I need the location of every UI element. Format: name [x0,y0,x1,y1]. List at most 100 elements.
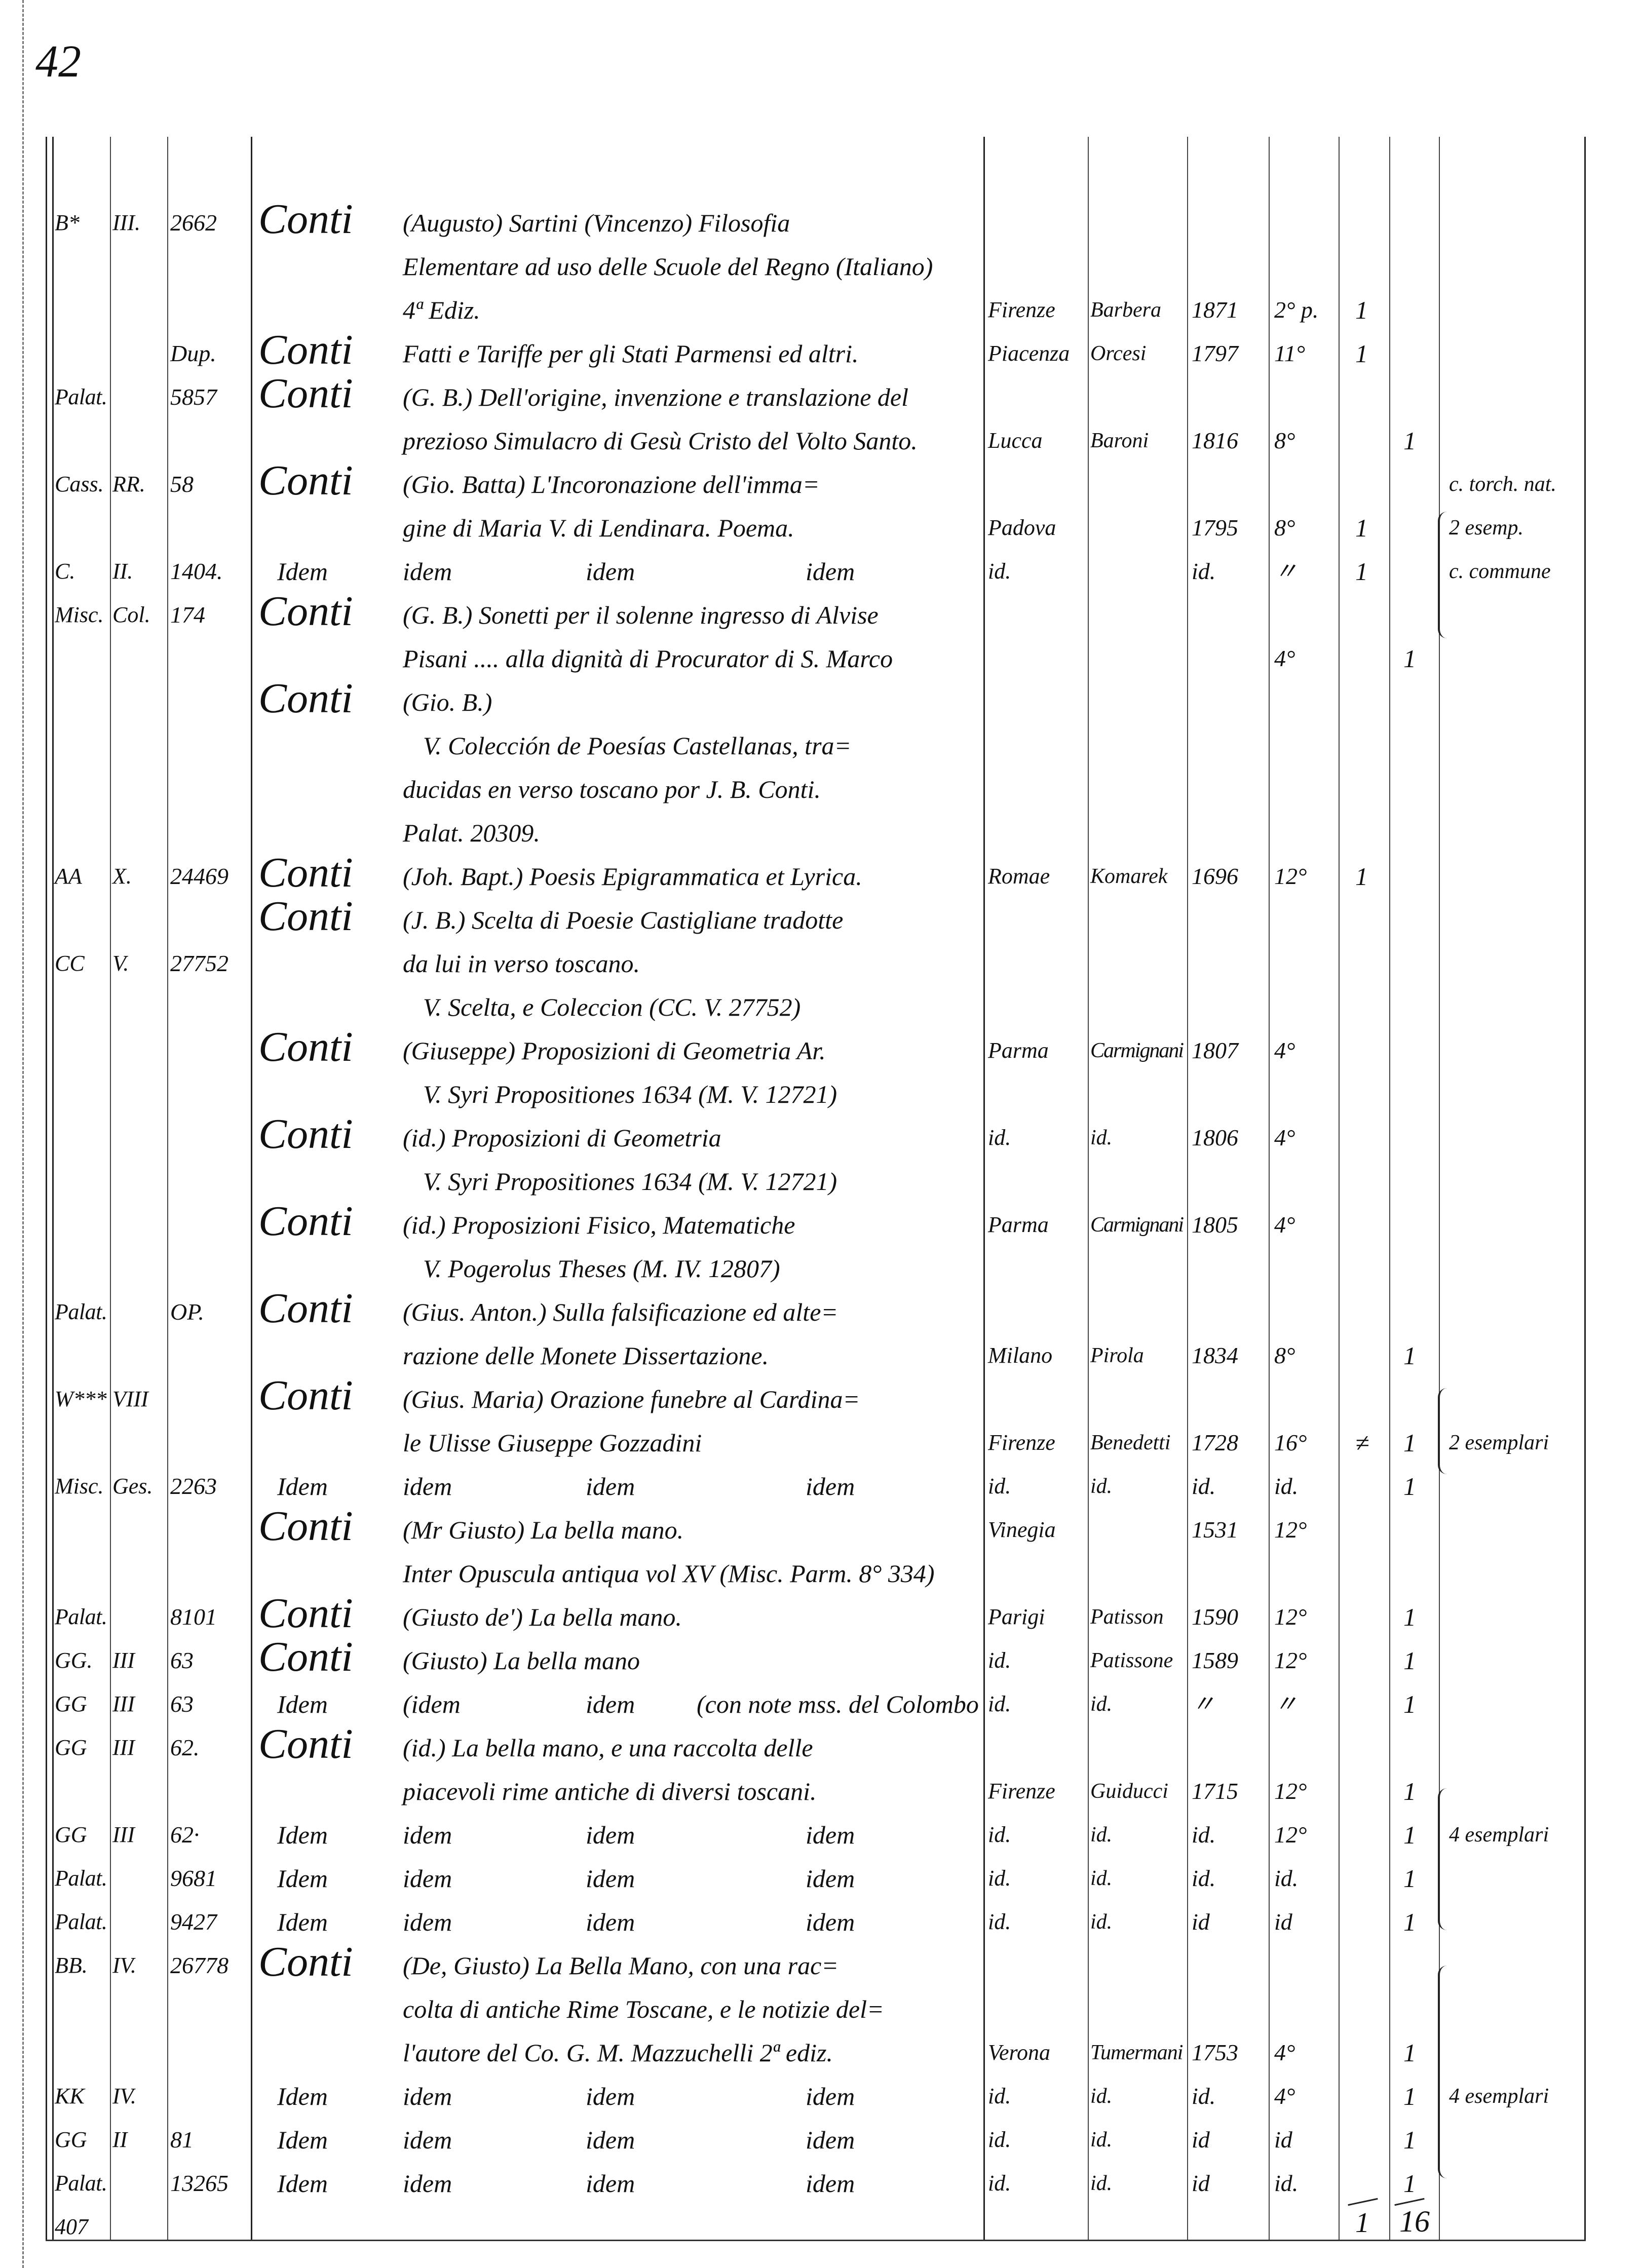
ledger-line: Verona Tumermani 1753 4° 1 l'autore del Co. G… [0,2032,1640,2076]
entry-title: l'autore del Co. G. M. Mazzuchelli 2ª ed… [403,2039,833,2067]
format: 16° [1274,1430,1307,1455]
shelf-mark: W*** [55,1387,107,1411]
bottom-rule [46,2240,1586,2241]
ledger-line: Conti (J. B.) Scelta di Poesie Castiglian… [0,894,1640,943]
entry-title: colta di antiche Rime Toscane, e le noti… [403,1995,884,2023]
entry-title: 4ª Ediz. [403,296,480,324]
year: 1531 [1192,1517,1238,1543]
year: 1816 [1192,428,1238,453]
column-rule [46,137,47,2240]
entry-title: (G. B.) Sonetti per il solenne ingresso … [403,601,879,629]
entry-title: (Gius. Maria) Orazione funebre al Cardin… [403,1385,860,1413]
place-of-publication: Romae [988,864,1050,889]
entry-title: Fatti e Tariffe per gli Stati Parmensi e… [403,339,859,368]
entry-author: Idem [277,557,328,586]
shelf-section: Col. [112,602,150,627]
year: id [1192,2127,1210,2152]
year: 〃 [1192,1691,1215,1717]
entry-title: prezioso Simulacro di Gesù Cristo del Vo… [403,427,918,455]
column-rule [251,137,252,2240]
idem-mark: idem [806,557,855,586]
shelf-mark: 407 [55,2214,88,2239]
printer: id. [1090,2085,1113,2108]
format: 4° [1274,645,1295,671]
cross-reference: V. Scelta, e Coleccion (CC. V. 27752) [423,993,801,1021]
column-rule [1389,137,1390,2240]
ledger-line: W*** VIII Conti (Gius. Maria) Orazione fune… [0,1373,1640,1423]
idem-mark: (idem [403,1690,461,1718]
printer: id. [1090,1475,1113,1498]
copies-count-2: 1 [1403,644,1416,673]
format: 12° [1274,1647,1307,1673]
printer: id. [1090,1126,1113,1149]
shelf-section: IV. [112,1953,136,1978]
shelf-section: II. [112,559,133,584]
ledger-line: Vinegia 1531 12° Conti (Mr Giusto) La bella … [0,1504,1640,1553]
ledger-line: 407 [0,2207,1640,2250]
printer: Carmignani [1090,1213,1184,1237]
shelf-number: 8101 [170,1604,217,1630]
ledger-line: Palat. OP. Conti (Gius. Anton.) Sulla falsi… [0,1286,1640,1335]
entry-author: Conti [258,1110,353,1158]
ledger-entries: B* III. 2662 Conti (Augusto) Sartini (Vincen… [0,197,1640,2250]
ledger-line: V. Pogerolus Theses (M. IV. 12807) [0,1248,1640,1292]
printer: Barbera [1090,298,1161,322]
ledger-line: V. Scelta, e Coleccion (CC. V. 27752) [0,987,1640,1030]
shelf-mark: Palat. [55,1909,107,1934]
idem-mark: idem [403,1821,452,1849]
idem-mark: idem [806,1821,855,1849]
year: 1795 [1192,515,1238,541]
shelf-section: Ges. [112,1474,153,1498]
entry-title: Pisani .... alla dignità di Procurator d… [403,644,893,673]
format: 4° [1274,1212,1295,1238]
entry-title: (id.) Proposizioni Fisico, Matematiche [403,1211,795,1239]
entry-author: Idem [277,1864,328,1893]
copies-count-2: 1 [1403,1429,1416,1457]
cross-reference: V. Syri Propositiones 1634 (M. V. 12721) [423,1080,837,1108]
format: 12° [1274,863,1307,889]
shelf-mark: AA [55,864,82,889]
entry-title: (G. B.) Dell'origine, invenzione e trans… [403,383,908,411]
idem-mark: idem [586,2082,635,2110]
idem-mark: idem [586,1690,635,1718]
ledger-line: Palat. 5857 Conti (G. B.) Dell'origine, inv… [0,371,1640,420]
shelf-number: 2263 [170,1473,217,1499]
ledger-line: V. Syri Propositiones 1634 (M. V. 12721) [0,1161,1640,1205]
entry-author: Idem [277,2126,328,2154]
place-of-publication: Parigi [988,1604,1045,1629]
printer: Pirola [1090,1344,1144,1367]
format: 4° [1274,2040,1295,2065]
format: 4° [1274,1125,1295,1150]
idem-mark: idem [806,2082,855,2110]
year: 1589 [1192,1647,1238,1673]
shelf-number: 2662 [170,210,217,236]
entry-author: Idem [277,1472,328,1501]
format: 〃 [1274,1691,1298,1717]
format: 8° [1274,515,1295,541]
printer: Tumermani [1090,2041,1183,2064]
entry-title: le Ulisse Giuseppe Gozzadini [403,1429,702,1457]
year: 1871 [1192,297,1238,323]
brace-mark [1438,512,1447,638]
place-of-publication: id. [988,1909,1011,1934]
shelf-number: 62· [170,1822,200,1848]
format: 2° p. [1274,297,1319,323]
entry-title: (Giusto) La bella mano [403,1646,640,1675]
ledger-line: Parma Carmignani 1805 4° Conti (id.) Proposiz… [0,1199,1640,1248]
idem-mark: idem [403,1908,452,1936]
place-of-publication: Padova [988,515,1056,540]
shelf-number: 63 [170,1647,194,1673]
place-of-publication: id. [988,1125,1011,1150]
entry-title: (Augusto) Sartini (Vincenzo) Filosofia [403,209,790,237]
shelf-section: VIII [112,1387,148,1411]
copies-count-1: 1 [1355,557,1368,586]
copies-count-2: 1 [1403,1472,1416,1501]
shelf-mark: GG [55,1822,87,1847]
shelf-mark: KK [55,2084,85,2108]
printer: Patisson [1090,1605,1164,1629]
note: 4 esemplari [1449,2085,1549,2108]
year: 1807 [1192,1037,1238,1063]
ledger-line: Dup. Piacenza Orcesi 1797 11° 1 Conti Fatti e T… [0,327,1640,377]
copies-count-2: 1 [1403,2126,1416,2154]
printer: id. [1090,2128,1113,2151]
